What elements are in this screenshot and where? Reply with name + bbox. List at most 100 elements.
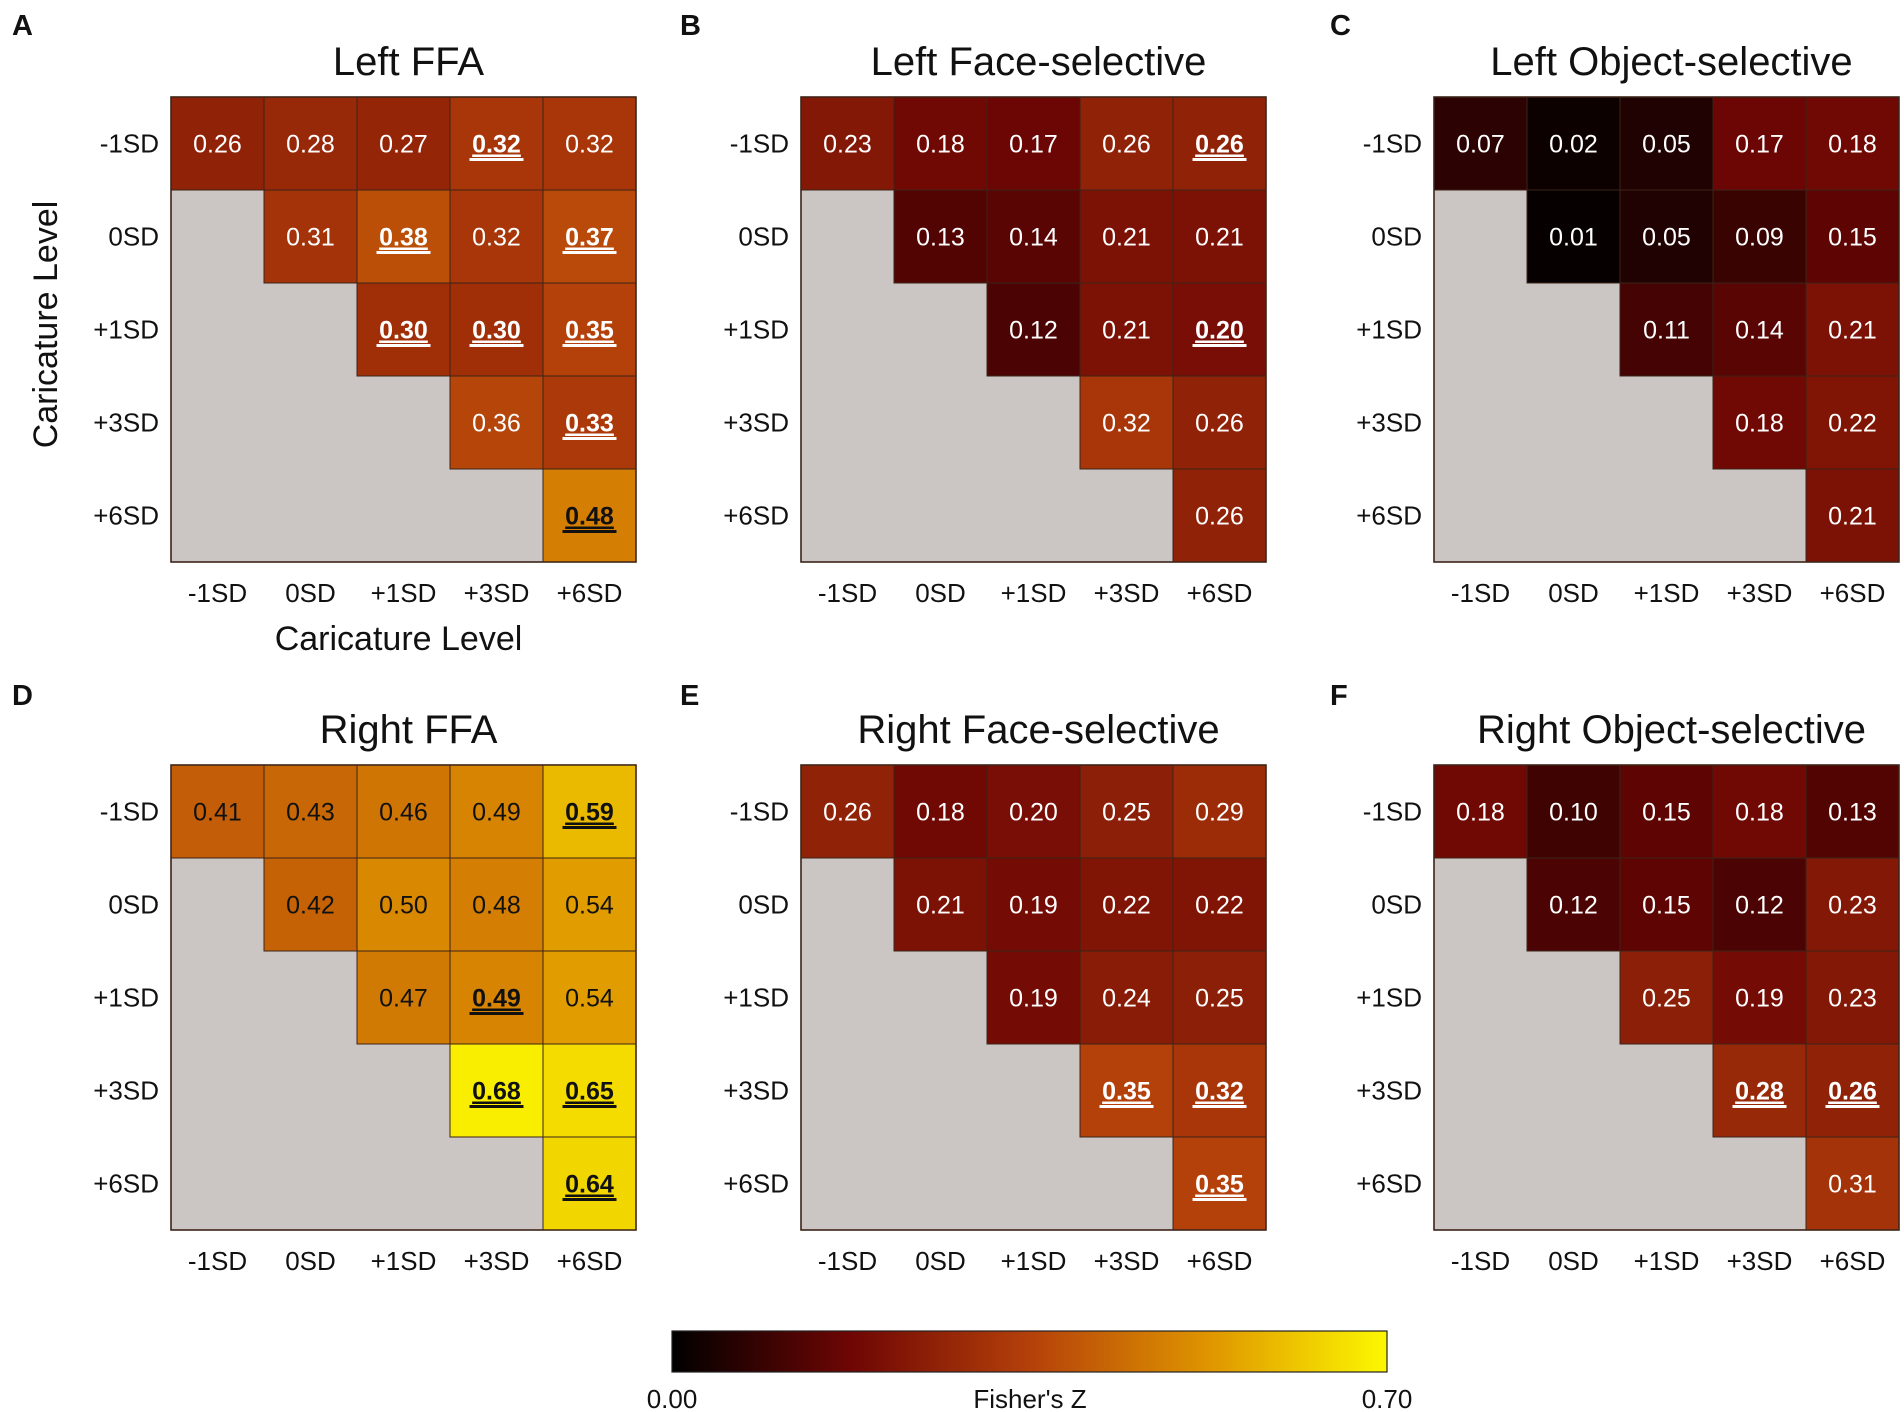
cell-value: 0.15 <box>1642 892 1691 920</box>
cell-value-significant: 0.26 <box>1195 131 1244 159</box>
row-tick-label: +1SD <box>93 983 159 1013</box>
cell-value: 0.50 <box>379 892 428 920</box>
grid-outline <box>170 96 637 563</box>
panel-letter: A <box>12 10 33 42</box>
cell-value: 0.21 <box>1102 224 1151 252</box>
cell-value: 0.01 <box>1549 224 1598 252</box>
cell-value-significant: 0.33 <box>565 410 614 438</box>
heatmap-cell <box>986 189 1081 284</box>
heatmap-cell <box>893 96 988 191</box>
heatmap-cell <box>1712 189 1807 284</box>
row-tick-label: 0SD <box>738 890 789 920</box>
col-tick-label: -1SD <box>188 1246 247 1276</box>
heatmap-cell <box>1172 1136 1267 1231</box>
colorbar-max-label: 0.70 <box>1362 1384 1413 1412</box>
cell-value: 0.26 <box>193 131 242 159</box>
heatmap-cell <box>1172 950 1267 1045</box>
cell-value-significant: 0.37 <box>565 224 614 252</box>
row-tick-label: 0SD <box>108 222 159 252</box>
cell-value: 0.18 <box>1456 799 1505 827</box>
col-tick-label: +6SD <box>1187 578 1253 608</box>
row-tick-label: +6SD <box>93 501 159 531</box>
cell-value: 0.21 <box>1828 317 1877 345</box>
heatmap-cell <box>1805 950 1900 1045</box>
cell-value: 0.23 <box>823 131 872 159</box>
row-tick-label: -1SD <box>730 129 789 159</box>
cell-value: 0.07 <box>1456 131 1505 159</box>
row-tick-label: +3SD <box>1356 1076 1422 1106</box>
cell-value-significant: 0.20 <box>1195 317 1244 345</box>
heatmap-cell <box>542 468 637 563</box>
heatmap-cell <box>449 950 544 1045</box>
y-axis-label: Caricature Level <box>27 201 65 449</box>
cell-value-significant: 0.48 <box>565 503 614 531</box>
panel-title: Left FFA <box>333 40 484 84</box>
panel-title: Right FFA <box>320 708 498 752</box>
cell-value: 0.49 <box>472 799 521 827</box>
col-tick-label: -1SD <box>1451 1246 1510 1276</box>
heatmap-cell <box>893 189 988 284</box>
row-tick-label: 0SD <box>1371 890 1422 920</box>
grid-outline <box>800 96 1267 563</box>
heatmap-cell <box>1805 1136 1900 1231</box>
col-tick-label: 0SD <box>285 578 336 608</box>
cell-value: 0.18 <box>1735 799 1784 827</box>
heatmap-cell <box>1079 857 1174 952</box>
heatmap-cell <box>1079 96 1174 191</box>
cell-value: 0.25 <box>1102 799 1151 827</box>
cell-value: 0.05 <box>1642 224 1691 252</box>
heatmap-cell <box>1805 375 1900 470</box>
row-tick-label: -1SD <box>1363 797 1422 827</box>
heatmap-cell <box>542 1136 637 1231</box>
heatmap-cell <box>1172 857 1267 952</box>
row-tick-label: +1SD <box>723 983 789 1013</box>
cell-value-significant: 0.30 <box>379 317 428 345</box>
heatmap-cell <box>1712 96 1807 191</box>
cell-value-significant: 0.35 <box>1195 1171 1244 1199</box>
cell-value: 0.12 <box>1009 317 1058 345</box>
heatmap-panel-f: F Right Object-selective 0.18 0.10 0.15 0.18 0… <box>1330 680 1900 1276</box>
cell-value: 0.24 <box>1102 985 1151 1013</box>
heatmap-cell <box>449 96 544 191</box>
row-tick-label: +3SD <box>93 408 159 438</box>
heatmap-cell <box>170 96 265 191</box>
heatmap-cell <box>542 189 637 284</box>
heatmap-cell <box>449 1043 544 1138</box>
cell-value-significant: 0.35 <box>1102 1078 1151 1106</box>
heatmap-cell <box>356 189 451 284</box>
col-tick-label: +1SD <box>371 1246 437 1276</box>
cell-value: 0.10 <box>1549 799 1598 827</box>
heatmap-cell <box>1619 950 1714 1045</box>
col-tick-label: +3SD <box>464 1246 530 1276</box>
cell-value: 0.13 <box>916 224 965 252</box>
cell-value: 0.21 <box>1195 224 1244 252</box>
heatmap-cell <box>356 282 451 377</box>
cell-value-significant: 0.49 <box>472 985 521 1013</box>
cell-value-significant: 0.38 <box>379 224 428 252</box>
cell-value-significant: 0.59 <box>565 799 614 827</box>
col-tick-label: +3SD <box>1094 578 1160 608</box>
cell-value-significant: 0.26 <box>1828 1078 1877 1106</box>
cell-value: 0.18 <box>916 131 965 159</box>
panel-title: Right Object-selective <box>1477 708 1866 752</box>
cell-value: 0.21 <box>1828 503 1877 531</box>
col-tick-label: 0SD <box>1548 578 1599 608</box>
heatmap-cell <box>356 764 451 859</box>
cell-value-significant: 0.32 <box>472 131 521 159</box>
heatmap-cell <box>356 857 451 952</box>
cell-value: 0.19 <box>1735 985 1784 1013</box>
cell-value-significant: 0.32 <box>1195 1078 1244 1106</box>
col-tick-label: 0SD <box>1548 1246 1599 1276</box>
cell-value: 0.43 <box>286 799 335 827</box>
heatmap-cell <box>1712 1043 1807 1138</box>
cell-value: 0.25 <box>1195 985 1244 1013</box>
heatmap-cell <box>1619 764 1714 859</box>
cell-value: 0.13 <box>1828 799 1877 827</box>
row-tick-label: +1SD <box>1356 315 1422 345</box>
col-tick-label: +3SD <box>1727 578 1793 608</box>
cell-value: 0.21 <box>1102 317 1151 345</box>
heatmap-cell <box>893 857 988 952</box>
col-tick-label: +3SD <box>1727 1246 1793 1276</box>
panel-title: Left Face-selective <box>871 40 1207 84</box>
